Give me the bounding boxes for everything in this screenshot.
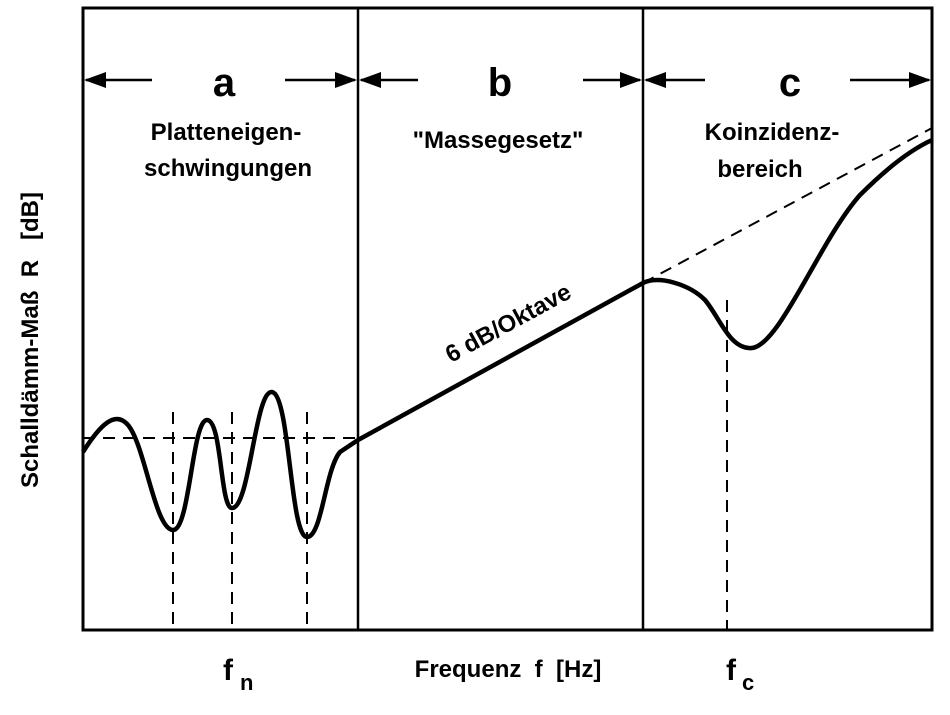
y-axis-label: Schalldämm-Maß R [dB] <box>17 192 44 488</box>
region-c-line1: Koinzidenz- <box>705 119 840 146</box>
fn-label-base: f <box>223 654 234 687</box>
region-c-line2: bereich <box>717 156 802 183</box>
region-b-line1: "Massegesetz" <box>413 127 584 154</box>
fc-label: f c <box>726 654 754 695</box>
plot-frame <box>81 6 934 632</box>
region-a-letter: a <box>213 61 236 105</box>
x-axis-label: Frequenz f [Hz] <box>415 656 602 683</box>
fn-label-sub: n <box>240 670 253 695</box>
dashed-reference-lines <box>83 127 933 630</box>
fc-label-sub: c <box>742 670 754 695</box>
region-b-letter: b <box>488 61 512 105</box>
fc-label-base: f <box>726 654 737 687</box>
fn-label: f n <box>223 654 253 695</box>
insulation-curve <box>81 137 933 540</box>
region-c-letter: c <box>779 61 801 105</box>
region-a-line2: schwingungen <box>144 155 312 182</box>
region-a-line1: Platteneigen- <box>151 119 302 146</box>
